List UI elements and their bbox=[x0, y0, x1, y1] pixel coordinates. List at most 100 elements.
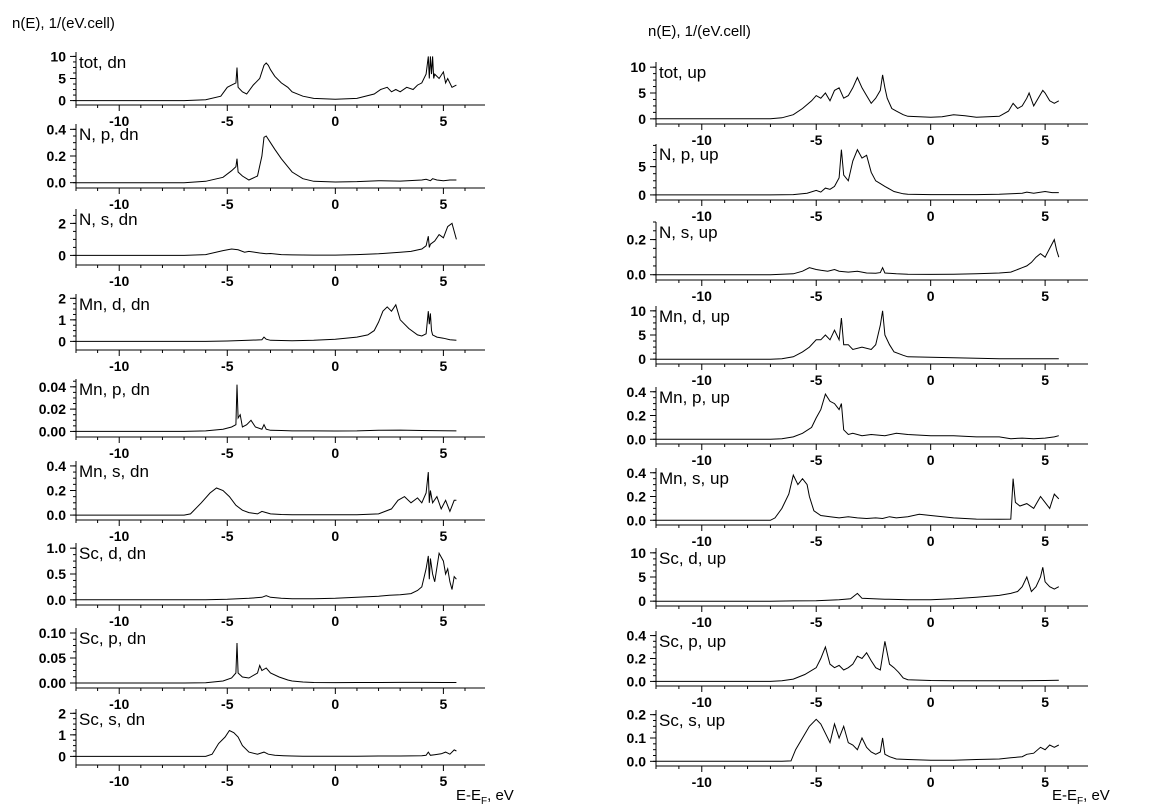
dos-curve bbox=[76, 551, 457, 601]
y-tick-label: 0.10 bbox=[39, 625, 66, 641]
y-tick-label: 0.2 bbox=[47, 148, 67, 164]
x-tick-label: -5 bbox=[810, 372, 823, 388]
x-tick-label: 5 bbox=[439, 196, 447, 212]
dos-curve bbox=[76, 135, 457, 184]
panel-label: N, p, dn bbox=[79, 125, 139, 144]
panel-label: Mn, p, up bbox=[659, 388, 730, 407]
dos-panel: -10 -5 0 5 0.0 0.5 1.0 Sc, d, dn bbox=[47, 540, 485, 629]
x-tick-label: -5 bbox=[221, 613, 234, 629]
x-tick-label: 5 bbox=[439, 696, 447, 712]
x-tick-label: -5 bbox=[810, 614, 823, 630]
dos-curve bbox=[76, 303, 457, 342]
dos-panel: -10 -5 0 5 0 5 10 tot, dn bbox=[50, 48, 485, 129]
y-tick-label: 0.0 bbox=[47, 507, 67, 523]
y-tick-label: 5 bbox=[58, 71, 66, 87]
dos-curve bbox=[76, 56, 457, 102]
x-tick-label: 5 bbox=[439, 113, 447, 129]
x-tick-label: 5 bbox=[439, 445, 447, 461]
x-tick-label: 0 bbox=[331, 613, 339, 629]
x-tick-label: -5 bbox=[221, 113, 234, 129]
dos-panel: -10 -5 0 5 0 1 2 Sc, s, dn bbox=[58, 705, 485, 789]
y-tick-label: 10 bbox=[50, 48, 66, 64]
dos-panel: -10 -5 0 5 0 5 10 Mn, d, up bbox=[630, 303, 1088, 388]
dos-curve bbox=[76, 222, 457, 256]
x-tick-label: -5 bbox=[221, 273, 234, 289]
y-tick-label: 10 bbox=[630, 545, 646, 561]
dos-curve bbox=[76, 729, 457, 757]
dos-panel: -10 -5 0 5 0 2 N, s, dn bbox=[58, 209, 485, 289]
y-tick-label: 0.4 bbox=[627, 628, 647, 644]
x-tick-label: 0 bbox=[927, 694, 935, 710]
x-tick-label: 0 bbox=[331, 528, 339, 544]
x-axis-label-base: E-E bbox=[1052, 787, 1078, 804]
y-tick-label: 0 bbox=[638, 593, 646, 609]
x-tick-label: 0 bbox=[331, 196, 339, 212]
x-tick-label: 5 bbox=[439, 273, 447, 289]
y-tick-label: 0.2 bbox=[627, 408, 647, 424]
dos-panel: -10 -5 0 5 0.0 0.2 0.4 N, p, dn bbox=[47, 121, 485, 212]
y-tick-label: 0.2 bbox=[627, 707, 647, 723]
x-tick-label: -10 bbox=[692, 452, 712, 468]
y-tick-label: 5 bbox=[638, 327, 646, 343]
dos-panel: -10 -5 0 5 0.00 0.02 0.04 Mn, p, dn bbox=[39, 379, 485, 461]
x-tick-label: -10 bbox=[109, 113, 129, 129]
x-tick-label: -10 bbox=[692, 774, 712, 790]
x-tick-label: -10 bbox=[109, 196, 129, 212]
panel-label: Sc, d, up bbox=[659, 549, 726, 568]
panel-label: Sc, p, up bbox=[659, 632, 726, 651]
dos-curve bbox=[656, 238, 1060, 276]
y-tick-label: 0.4 bbox=[47, 458, 67, 474]
x-tick-label: -5 bbox=[810, 694, 823, 710]
dos-panel: -10 -5 0 5 0.0 0.1 0.2 Sc, s, up bbox=[627, 707, 1088, 790]
dos-curve bbox=[76, 472, 457, 516]
dos-panel: -10 -5 0 5 0.0 0.2 0.4 Mn, s, up bbox=[627, 465, 1088, 549]
x-axis-label-unit: , eV bbox=[1083, 787, 1110, 804]
dos-curve bbox=[656, 74, 1060, 120]
dos-curve bbox=[656, 473, 1060, 521]
y-tick-label: 0.4 bbox=[47, 121, 67, 137]
dos-panel: -10 -5 0 5 0.0 0.2 N, s, up bbox=[627, 221, 1088, 304]
y-tick-label: 0.02 bbox=[39, 401, 66, 417]
x-tick-label: 0 bbox=[927, 774, 935, 790]
y-tick-label: 0.0 bbox=[627, 512, 647, 528]
left-x-axis-label: E-EF, eV bbox=[456, 787, 514, 807]
x-tick-label: 0 bbox=[927, 372, 935, 388]
x-tick-label: -5 bbox=[810, 452, 823, 468]
right-y-axis-label: n(E), 1/(eV.cell) bbox=[648, 23, 751, 40]
panel-label: Mn, d, up bbox=[659, 307, 730, 326]
x-tick-label: 0 bbox=[927, 132, 935, 148]
x-tick-label: -10 bbox=[109, 273, 129, 289]
y-tick-label: 0.2 bbox=[627, 489, 647, 505]
x-tick-label: 5 bbox=[439, 528, 447, 544]
dos-panel: -10 -5 0 5 0 1 2 Mn, d, dn bbox=[58, 290, 485, 374]
dos-panel: -10 -5 0 5 0.0 0.2 0.4 Sc, p, up bbox=[627, 628, 1088, 710]
y-tick-label: 1.0 bbox=[47, 540, 67, 556]
y-tick-label: 0 bbox=[638, 351, 646, 367]
x-tick-label: -10 bbox=[692, 372, 712, 388]
y-tick-label: 5 bbox=[638, 159, 646, 175]
x-tick-label: -10 bbox=[109, 696, 129, 712]
y-tick-label: 0.4 bbox=[627, 465, 647, 481]
x-tick-label: -10 bbox=[692, 288, 712, 304]
y-tick-label: 0.2 bbox=[47, 483, 67, 499]
x-axis-label-subscript: F bbox=[1077, 796, 1084, 807]
y-tick-label: 5 bbox=[638, 85, 646, 101]
dos-panel: -10 -5 0 5 0.00 0.05 0.10 Sc, p, dn bbox=[39, 625, 485, 712]
y-tick-label: 0 bbox=[58, 748, 66, 764]
y-tick-label: 5 bbox=[638, 569, 646, 585]
x-tick-label: -5 bbox=[810, 533, 823, 549]
y-tick-label: 0 bbox=[58, 93, 66, 109]
panel-label: Sc, s, dn bbox=[79, 710, 145, 729]
x-tick-label: -5 bbox=[221, 445, 234, 461]
x-tick-label: 0 bbox=[927, 208, 935, 224]
x-tick-label: 5 bbox=[1041, 208, 1049, 224]
dos-panel: -10 -5 0 5 0.0 0.2 0.4 Mn, p, up bbox=[627, 384, 1088, 468]
y-tick-label: 0.4 bbox=[627, 384, 647, 400]
x-tick-label: 0 bbox=[331, 113, 339, 129]
panel-label: tot, up bbox=[659, 63, 706, 82]
x-tick-label: 0 bbox=[927, 288, 935, 304]
x-tick-label: 0 bbox=[331, 445, 339, 461]
panel-label: Mn, p, dn bbox=[79, 380, 150, 399]
x-tick-label: -10 bbox=[692, 614, 712, 630]
x-tick-label: 5 bbox=[1041, 288, 1049, 304]
